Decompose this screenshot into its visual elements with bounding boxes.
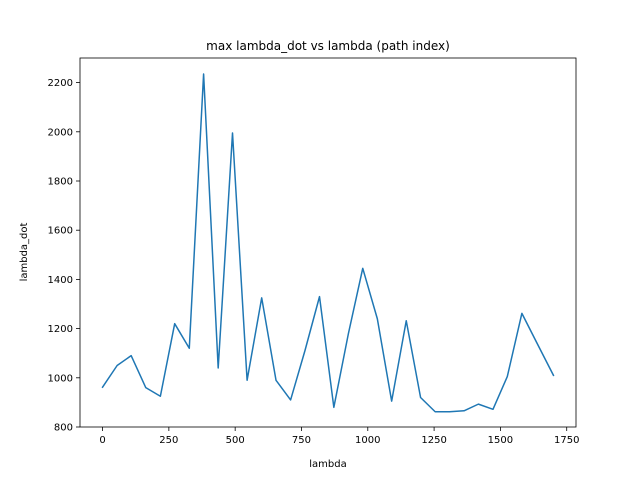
y-tick-label: 1400 <box>48 275 73 286</box>
y-axis-label: lambda_dot <box>19 222 30 281</box>
y-tick-label: 1600 <box>48 226 73 237</box>
x-axis: 0 250 500 750 1000 1250 1500 1750 <box>99 427 579 446</box>
y-tick-label: 1800 <box>48 177 73 188</box>
plot-frame <box>79 57 577 428</box>
x-axis-label: lambda <box>309 459 346 470</box>
x-tick-label: 250 <box>159 435 178 446</box>
chart-title: max lambda_dot vs lambda (path index) <box>206 39 450 53</box>
y-tick-label: 1200 <box>48 324 73 335</box>
series-line <box>101 73 555 413</box>
x-tick-label: 1750 <box>554 435 579 446</box>
x-tick-label: 0 <box>99 435 105 446</box>
y-tick-label: 2000 <box>48 127 73 138</box>
plot-area <box>101 73 555 413</box>
x-tick-label: 1500 <box>488 435 513 446</box>
x-tick-label: 500 <box>226 435 245 446</box>
x-tick-label: 750 <box>292 435 311 446</box>
y-tick-label: 800 <box>54 423 73 434</box>
x-tick-label: 1250 <box>421 435 446 446</box>
y-tick-label: 2200 <box>48 78 73 89</box>
y-axis: 800 1000 1200 1400 1600 1800 2000 2200 <box>48 78 80 434</box>
y-tick-label: 1000 <box>48 373 73 384</box>
x-tick-label: 1000 <box>355 435 380 446</box>
